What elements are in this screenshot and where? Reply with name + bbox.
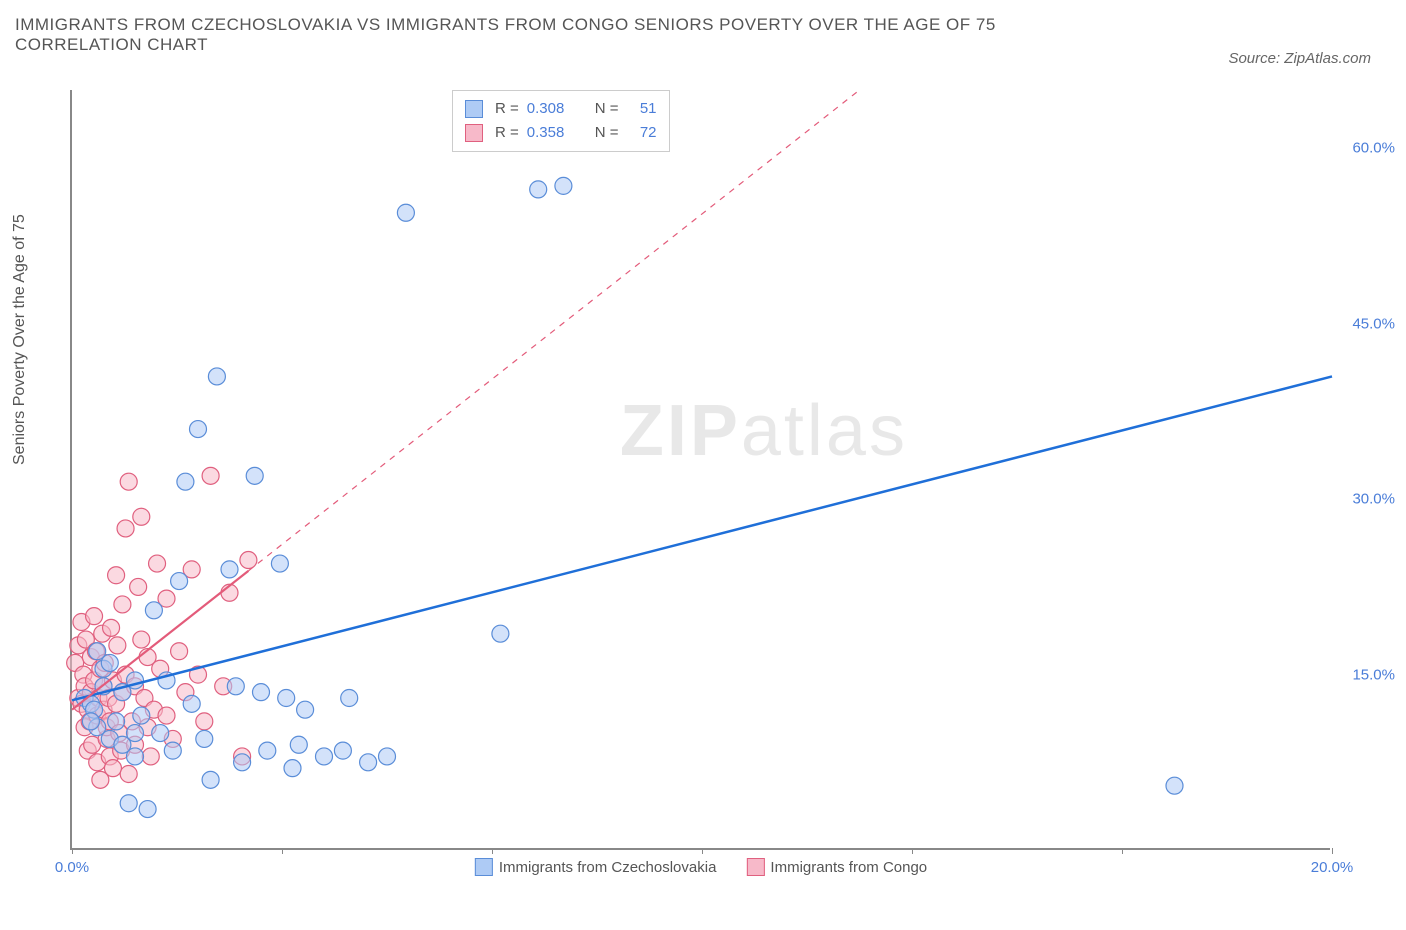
data-point — [177, 473, 194, 490]
correlation-chart: IMMIGRANTS FROM CZECHOSLOVAKIA VS IMMIGR… — [15, 15, 1391, 915]
legend-item-1: Immigrants from Czechoslovakia — [475, 858, 717, 876]
y-axis-label: Seniors Poverty Over the Age of 75 — [11, 214, 29, 465]
swatch-series-1 — [465, 100, 483, 118]
trend-line-dashed — [248, 90, 859, 571]
data-point — [530, 181, 547, 198]
swatch-series-1 — [475, 858, 493, 876]
data-point — [133, 508, 150, 525]
stats-legend: R = 0.308 N = 51 R = 0.358 N = 72 — [452, 90, 670, 152]
data-point — [120, 795, 137, 812]
data-point — [290, 736, 307, 753]
data-point — [130, 578, 147, 595]
data-point — [196, 730, 213, 747]
n-value-1: 51 — [627, 97, 657, 121]
r-label: R = — [495, 97, 519, 121]
data-point — [183, 695, 200, 712]
data-point — [142, 748, 159, 765]
swatch-series-2 — [746, 858, 764, 876]
data-point — [1166, 777, 1183, 794]
x-tick-mark — [1122, 848, 1123, 854]
data-point — [120, 473, 137, 490]
data-point — [145, 602, 162, 619]
legend-label-1: Immigrants from Czechoslovakia — [499, 859, 717, 876]
x-tick-mark — [492, 848, 493, 854]
data-point — [297, 701, 314, 718]
data-point — [246, 467, 263, 484]
data-point — [117, 520, 134, 537]
data-point — [171, 573, 188, 590]
series-legend: Immigrants from Czechoslovakia Immigrant… — [475, 858, 927, 876]
data-point — [133, 707, 150, 724]
data-point — [555, 177, 572, 194]
y-tick-label: 60.0% — [1352, 140, 1395, 157]
data-point — [149, 555, 166, 572]
plot-area: ZIPatlas R = 0.308 N = 51 R = 0.358 N = … — [70, 90, 1330, 850]
trend-line — [72, 376, 1332, 700]
source-label: Source: ZipAtlas.com — [1228, 50, 1371, 67]
r-value-1: 0.308 — [527, 97, 577, 121]
data-point — [259, 742, 276, 759]
data-point — [234, 754, 251, 771]
data-point — [379, 748, 396, 765]
n-label: N = — [595, 121, 619, 145]
data-point — [360, 754, 377, 771]
swatch-series-2 — [465, 124, 483, 142]
data-point — [492, 625, 509, 642]
data-point — [208, 368, 225, 385]
data-point — [271, 555, 288, 572]
data-point — [82, 713, 99, 730]
data-point — [284, 760, 301, 777]
data-point — [164, 742, 181, 759]
data-point — [221, 561, 238, 578]
x-tick-mark — [912, 848, 913, 854]
y-tick-label: 30.0% — [1352, 491, 1395, 508]
data-point — [127, 725, 144, 742]
data-point — [158, 707, 175, 724]
data-point — [278, 690, 295, 707]
r-value-2: 0.358 — [527, 121, 577, 145]
legend-item-2: Immigrants from Congo — [746, 858, 927, 876]
data-point — [108, 713, 125, 730]
data-point — [104, 760, 121, 777]
x-tick-mark — [1332, 848, 1333, 854]
data-point — [120, 766, 137, 783]
data-point — [202, 771, 219, 788]
data-point — [103, 619, 120, 636]
x-tick-mark — [282, 848, 283, 854]
x-tick-mark — [702, 848, 703, 854]
data-point — [202, 467, 219, 484]
data-point — [397, 204, 414, 221]
data-point — [89, 643, 106, 660]
data-point — [109, 637, 126, 654]
data-point — [341, 690, 358, 707]
data-point — [190, 421, 207, 438]
n-value-2: 72 — [627, 121, 657, 145]
data-point — [316, 748, 333, 765]
data-point — [114, 596, 131, 613]
data-point — [86, 608, 103, 625]
r-label: R = — [495, 121, 519, 145]
data-point — [171, 643, 188, 660]
data-point — [196, 713, 213, 730]
data-point — [227, 678, 244, 695]
x-tick-mark — [72, 848, 73, 854]
data-point — [133, 631, 150, 648]
stats-row-1: R = 0.308 N = 51 — [465, 97, 657, 121]
y-tick-label: 45.0% — [1352, 315, 1395, 332]
stats-row-2: R = 0.358 N = 72 — [465, 121, 657, 145]
data-point — [253, 684, 270, 701]
legend-label-2: Immigrants from Congo — [770, 859, 927, 876]
scatter-svg — [72, 90, 1330, 848]
data-point — [240, 552, 257, 569]
x-tick-label: 0.0% — [55, 859, 89, 876]
x-tick-label: 20.0% — [1311, 859, 1354, 876]
y-tick-label: 15.0% — [1352, 666, 1395, 683]
data-point — [139, 801, 156, 818]
data-point — [152, 725, 169, 742]
data-point — [334, 742, 351, 759]
data-point — [108, 567, 125, 584]
n-label: N = — [595, 97, 619, 121]
chart-title: IMMIGRANTS FROM CZECHOSLOVAKIA VS IMMIGR… — [15, 15, 1115, 55]
